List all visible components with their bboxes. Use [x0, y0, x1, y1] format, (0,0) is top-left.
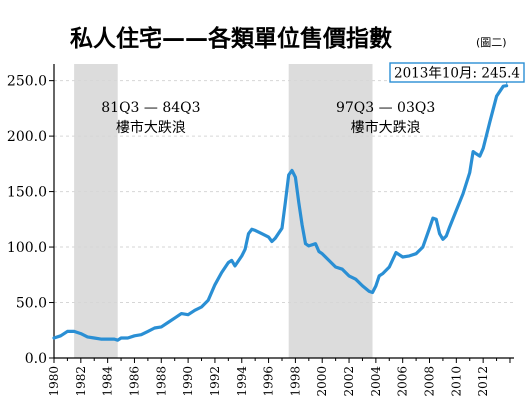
series [52, 84, 509, 342]
x-tick-label: 2004 [369, 366, 383, 397]
x-tick-label: 1998 [288, 366, 302, 397]
callout-box [389, 62, 525, 83]
x-tick-label: 1994 [235, 366, 249, 397]
y-tick-label: 0.0 [25, 351, 47, 367]
x-tick-label: 1996 [262, 366, 276, 397]
shade-label-period-2: 97Q3 — 03Q3 [336, 100, 435, 116]
x-tick-label: 2008 [423, 366, 437, 397]
x-tick-label: 1986 [127, 366, 141, 397]
shaded-period-2 [288, 64, 373, 358]
axes [53, 64, 514, 359]
x-tick-label: 1984 [101, 366, 115, 397]
y-tick-label: 250.0 [7, 74, 47, 90]
shade-label-caption-1: 樓市大跌浪 [116, 119, 186, 136]
shade-label-period-1: 81Q3 — 84Q3 [101, 100, 200, 116]
x-tick-label: 2006 [396, 366, 410, 397]
x-tick-label: 1980 [47, 366, 61, 397]
y-tick-label: 50.0 [16, 296, 47, 312]
x-tick-label: 2010 [449, 366, 463, 397]
y-tick-label: 150.0 [7, 185, 47, 201]
chart-title: 私人住宅——各類單位售價指數 [70, 25, 392, 52]
x-tick-label: 2012 [476, 366, 490, 397]
shade-label-caption-2: 樓市大跌浪 [351, 119, 421, 136]
x-tick-label: 1990 [181, 366, 195, 397]
chart-title-note: (圖二) [476, 36, 507, 49]
callout-label: 2013年10月: 245.4 [394, 66, 520, 82]
callout: 2013年10月: 245.4 [389, 62, 525, 84]
series-line-1 [52, 84, 509, 342]
y-tick-label: 200.0 [7, 129, 47, 145]
shade-labels: 81Q3 — 84Q3 樓市大跌浪 97Q3 — 03Q3 樓市大跌浪 [101, 100, 435, 136]
gridlines [54, 80, 514, 304]
y-axis-ticks: 0.0 50.0 100.0 150.0 200.0 250.0 [7, 74, 54, 367]
y-tick-label: 100.0 [7, 240, 47, 256]
x-tick-label: 2002 [342, 366, 356, 397]
x-tick-label: 2000 [315, 366, 329, 397]
x-tick-label: 1992 [208, 366, 222, 397]
x-tick-label: 1982 [74, 366, 88, 397]
x-axis-ticks: 1980 1982 1984 1986 1988 1990 1992 1994 1996 1998… [47, 358, 511, 397]
shaded-period-1 [74, 64, 118, 358]
shaded-periods [74, 64, 373, 358]
x-tick-label: 1988 [154, 366, 168, 397]
